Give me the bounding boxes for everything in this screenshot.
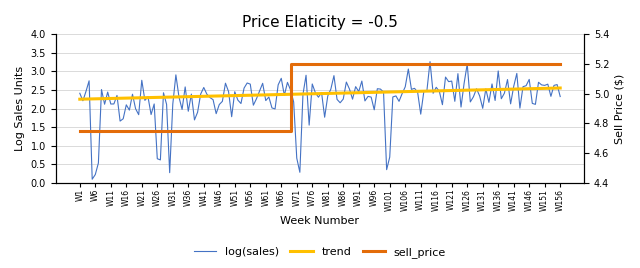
Line: sell_price: sell_price	[80, 64, 560, 131]
trend	[197, 95, 205, 98]
trend	[361, 91, 369, 94]
X-axis label: Week Number: Week Number	[280, 216, 360, 226]
log(sales)	[76, 92, 84, 95]
Line: trend: trend	[80, 88, 560, 99]
trend	[256, 94, 264, 97]
log(sales)	[364, 95, 372, 98]
sell_price	[287, 62, 294, 65]
Legend: log(sales), trend, sell_price: log(sales), trend, sell_price	[189, 243, 451, 262]
sell_price	[197, 129, 205, 132]
log(sales)	[411, 87, 419, 90]
Title: Price Elaticity = -0.5: Price Elaticity = -0.5	[242, 15, 398, 30]
trend	[408, 90, 415, 93]
log(sales)	[277, 77, 285, 80]
Line: log(sales): log(sales)	[80, 62, 560, 179]
trend	[556, 86, 564, 90]
trend	[76, 98, 84, 101]
Y-axis label: Log Sales Units: Log Sales Units	[15, 66, 25, 151]
sell_price	[275, 129, 282, 132]
sell_price	[411, 62, 419, 65]
sell_price	[556, 62, 564, 65]
trend	[463, 88, 471, 92]
Y-axis label: Sell Price ($): Sell Price ($)	[615, 73, 625, 144]
sell_price	[76, 129, 84, 132]
sell_price	[467, 62, 474, 65]
log(sales)	[259, 82, 266, 85]
log(sales)	[426, 60, 434, 63]
trend	[275, 93, 282, 96]
sell_price	[256, 129, 264, 132]
log(sales)	[556, 95, 564, 98]
log(sales)	[470, 95, 477, 98]
sell_price	[364, 62, 372, 65]
log(sales)	[200, 86, 207, 89]
log(sales)	[88, 178, 96, 181]
